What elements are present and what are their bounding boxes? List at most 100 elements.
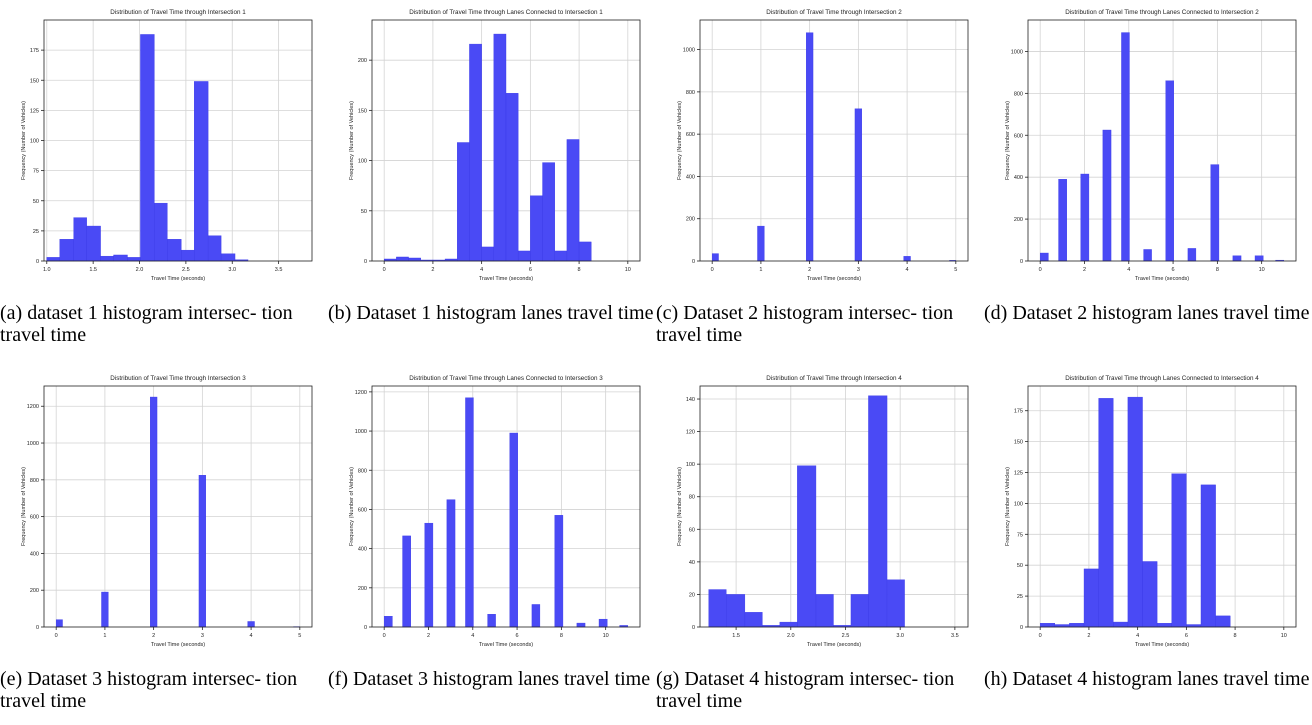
x-tick-label: 5 [954,267,957,273]
histogram-bar [207,235,222,262]
histogram-bar [46,257,60,262]
chart-panel-2: 0 2 4 6 8 10 0 50 100 150 200 Distribution of Trave… [328,0,656,324]
y-tick-label: 100 [686,462,695,468]
x-axis-label: Travel Time (seconds) [807,276,861,282]
x-tick-label: 10 [1259,267,1265,273]
histogram-bar [598,618,608,628]
histogram-bar [194,81,209,262]
y-axis-label: Frequency (Number of Vehicles) [1005,101,1011,180]
subfigure-caption: (b) Dataset 1 histogram lanes travel tim… [328,302,654,324]
x-tick-label: 4 [906,267,909,273]
histogram-bar [757,225,765,262]
x-tick-label: 10 [603,633,609,639]
x-tick-label: 2.5 [842,633,850,639]
chart-panel-4: 0 2 4 6 8 10 0 200 400 600 800 1000 Distribution of … [984,0,1312,324]
subfigure-caption: (h) Dataset 4 histogram lanes travel tim… [984,668,1310,690]
subfigure-caption: (a) dataset 1 histogram intersec- tion t… [0,302,293,346]
subfigure-caption: (f) Dataset 3 histogram lanes travel tim… [328,668,651,690]
histogram-bar [154,202,168,262]
histogram-bar [113,254,128,262]
histogram-bar [1058,179,1067,262]
histogram-bar [1127,396,1143,628]
x-tick-label: 6 [1172,267,1175,273]
x-tick-label: 2 [427,633,430,639]
y-tick-label: 125 [1014,471,1023,477]
x-tick-label: 8 [1216,267,1219,273]
histogram-bar [1171,473,1187,628]
histogram-bar [167,239,182,262]
y-tick-label: 400 [358,547,367,553]
y-tick-label: 200 [1014,217,1023,223]
histogram-bar [446,499,456,628]
histogram-chart-5: 0 1 2 3 4 5 0 200 400 600 800 1000 1200 Distribution … [21,375,313,648]
y-tick-label: 0 [36,625,39,631]
y-tick-label: 200 [358,58,367,64]
y-tick-label: 25 [33,229,39,235]
histogram-bar [247,621,255,628]
y-axis-label: Frequency (Number of Vehicles) [349,101,355,180]
histogram-bar [220,253,236,262]
chart-panel-6: 0 2 4 6 8 10 0 200 400 600 800 1000 1200 Distribution… [328,366,656,690]
x-tick-label: 2 [1087,633,1090,639]
histogram-bar [140,34,155,262]
x-tick-label: 2 [431,267,434,273]
chart-title: Distribution of Travel Time through Inte… [766,375,902,382]
histogram-bar [854,108,862,262]
histogram-bar [127,257,141,262]
x-tick-label: 4 [1136,633,1139,639]
histogram-bar [1102,129,1112,262]
x-tick-label: 3 [857,267,860,273]
histogram-bar [1069,623,1085,628]
y-axis-label: Frequency (Number of Vehicles) [677,467,683,546]
y-tick-label: 1000 [27,441,39,447]
y-tick-label: 600 [358,507,367,513]
x-tick-label: 2 [808,267,811,273]
histogram-bar [1215,615,1231,628]
y-axis-label: Frequency (Number of Vehicles) [21,101,27,180]
histogram-bar [886,579,905,628]
histogram-chart-7: 1.5 2.0 2.5 3.0 3.5 0 20 40 60 80 100 120 140 Distrib… [677,375,969,648]
y-tick-label: 50 [33,199,39,205]
histogram-bar [469,43,482,262]
y-tick-label: 80 [689,495,695,501]
histogram-bar [493,33,507,262]
chart-title: Distribution of Travel Time through Lane… [409,9,603,16]
y-tick-label: 125 [30,108,39,114]
x-tick-label: 0 [711,267,714,273]
histogram-bar [1121,32,1130,262]
y-tick-label: 150 [30,78,39,84]
y-tick-label: 200 [358,586,367,592]
histogram-bar [505,93,519,262]
histogram-bar [1165,80,1174,262]
x-tick-label: 6 [1185,633,1188,639]
y-tick-label: 200 [686,217,695,223]
histogram-bar [1039,252,1049,262]
axes-frame [371,385,641,628]
histogram-bar [1254,255,1264,262]
y-tick-label: 0 [364,625,367,631]
subfigure-caption: (c) Dataset 2 histogram intersec- tion t… [656,302,954,346]
y-tick-label: 75 [1017,532,1023,538]
y-tick-label: 400 [30,551,39,557]
x-axis-label: Travel Time (seconds) [479,642,533,648]
y-tick-label: 600 [30,515,39,521]
histogram-chart-4: 0 2 4 6 8 10 0 200 400 600 800 1000 Distribution of … [1005,9,1297,282]
y-axis-label: Frequency (Number of Vehicles) [1005,467,1011,546]
x-tick-label: 1 [103,633,106,639]
histogram-bar [903,256,911,262]
y-tick-label: 100 [1014,501,1023,507]
y-tick-label: 175 [30,48,39,54]
histogram-bar [101,591,109,628]
chart-title: Distribution of Travel Time through Lane… [1065,9,1259,16]
x-tick-label: 0 [383,267,386,273]
x-tick-label: 10 [625,267,631,273]
histogram-bar [711,253,719,262]
histogram-bar [1232,255,1242,262]
y-axis-label: Frequency (Number of Vehicles) [21,467,27,546]
x-tick-label: 2 [1083,267,1086,273]
histogram-bar [408,257,421,262]
histogram-chart-6: 0 2 4 6 8 10 0 200 400 600 800 1000 1200 Distribution… [349,375,641,648]
y-tick-label: 60 [689,527,695,533]
